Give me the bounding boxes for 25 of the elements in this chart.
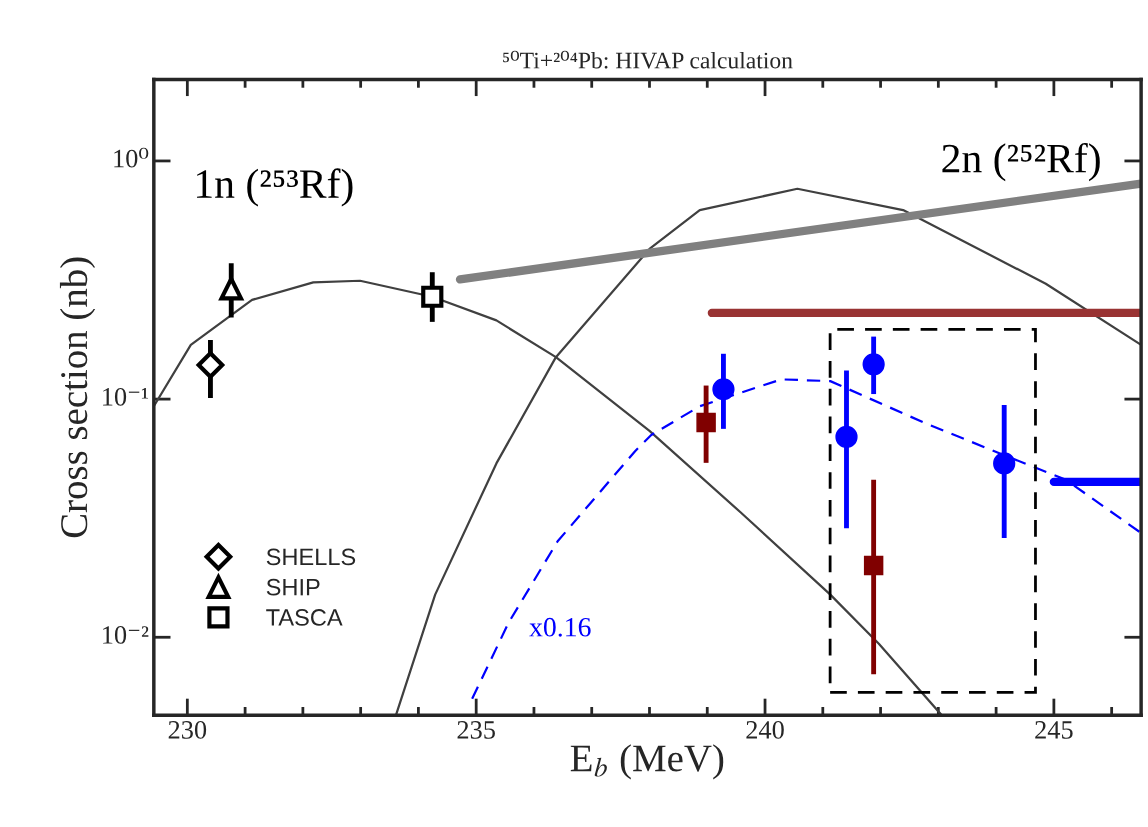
y-tick-label: 10⁰ [114, 147, 149, 168]
point [421, 285, 444, 308]
legend-label: SHIP [266, 578, 320, 596]
y-tick-label: 10⁻² [103, 626, 149, 644]
x-tick-label: 230 [168, 720, 207, 739]
y-tick-label: 10⁻¹ [103, 387, 149, 406]
point [835, 425, 858, 448]
chart-title: ⁵⁰Ti+²⁰⁴Pb: HIVAP calculation [503, 50, 793, 69]
point [712, 378, 735, 401]
point [219, 276, 244, 301]
point [863, 555, 884, 576]
legend-label: SHELLS [266, 548, 356, 566]
point [696, 412, 716, 433]
y-axis-title: Cross section (nb) [59, 257, 96, 538]
x-axis-title: E$_{b}$ (MeV) [570, 744, 724, 780]
x-tick-label: 235 [457, 721, 495, 739]
annotation: 2n (²⁵²Rf) [942, 142, 1100, 182]
x-tick-label: 245 [1035, 721, 1073, 739]
point [862, 353, 885, 376]
legend-label: TASCA [266, 609, 343, 626]
point [196, 351, 225, 379]
annotation: x0.16 [529, 617, 591, 637]
annotation: 1n (²⁵³Rf) [196, 168, 353, 207]
point [993, 452, 1016, 475]
x-tick-label: 240 [746, 720, 784, 739]
